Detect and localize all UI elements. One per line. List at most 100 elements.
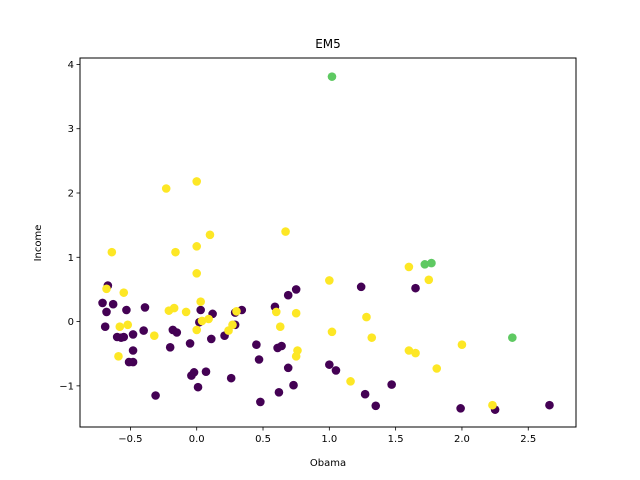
scatter-point-cluster_2 — [171, 247, 180, 257]
scatter-point-cluster_0 — [387, 380, 396, 389]
scatter-point-cluster_0 — [165, 342, 175, 352]
scatter-point-cluster_0 — [283, 290, 293, 300]
scatter-point-cluster_2 — [123, 320, 133, 330]
scatter-point-cluster_2 — [367, 333, 377, 342]
scatter-point-cluster_2 — [119, 288, 129, 297]
scatter-point-cluster_0 — [193, 382, 203, 392]
scatter-point-cluster_0 — [98, 298, 107, 308]
scatter-point-cluster_0 — [151, 391, 160, 400]
scatter-point-cluster_0 — [139, 326, 148, 335]
scatter-point-cluster_0 — [456, 404, 465, 413]
plot-frame — [79, 57, 577, 428]
x-tick-label: 1.5 — [388, 434, 404, 445]
scatter-point-cluster_0 — [100, 322, 110, 332]
scatter-point-cluster_0 — [411, 283, 420, 293]
scatter-point-cluster_0 — [128, 346, 138, 355]
scatter-point-cluster_2 — [404, 262, 414, 272]
y-tick-label: 1 — [68, 253, 74, 264]
scatter-point-cluster_2 — [149, 331, 159, 341]
scatter-point-cluster_0 — [185, 339, 195, 348]
scatter-point-cluster_2 — [362, 312, 371, 322]
scatter-point-cluster_2 — [291, 351, 301, 361]
scatter-point-cluster_2 — [205, 230, 215, 240]
scatter-point-cluster_0 — [128, 357, 138, 367]
y-tick-label: 3 — [68, 124, 74, 135]
scatter-point-cluster_1 — [508, 333, 517, 342]
scatter-point-cluster_2 — [107, 247, 117, 257]
scatter-point-cluster_2 — [192, 242, 202, 251]
scatter-point-cluster_0 — [274, 387, 284, 397]
scatter-point-cluster_2 — [196, 297, 205, 306]
y-axis-label: Income — [33, 225, 44, 262]
scatter-point-cluster_0 — [356, 282, 366, 292]
scatter-point-cluster_2 — [232, 306, 241, 316]
x-tick-label: 0.0 — [189, 434, 205, 445]
scatter-point-cluster_2 — [115, 322, 125, 332]
scatter-point-cluster_0 — [283, 363, 293, 373]
scatter-point-cluster_2 — [192, 177, 202, 186]
scatter-point-cluster_0 — [128, 330, 138, 339]
scatter-point-cluster_0 — [252, 340, 261, 350]
scatter-point-cluster_2 — [102, 284, 111, 294]
scatter-point-cluster_2 — [204, 314, 213, 324]
x-tick-label: 2.0 — [454, 434, 470, 445]
scatter-point-cluster_2 — [271, 307, 281, 317]
y-tick-label: 4 — [68, 60, 74, 71]
scatter-point-cluster_0 — [119, 332, 129, 342]
points-layer — [98, 72, 554, 414]
scatter-point-cluster_2 — [424, 275, 434, 285]
x-axis-label: Obama — [310, 458, 346, 469]
scatter-point-cluster_2 — [346, 377, 355, 386]
scatter-point-cluster_0 — [108, 299, 118, 309]
scatter-point-cluster_1 — [420, 260, 430, 269]
scatter-point-cluster_0 — [371, 401, 381, 411]
x-tick-label: −0.5 — [118, 434, 142, 445]
scatter-point-cluster_2 — [327, 327, 337, 337]
scatter-point-cluster_0 — [254, 355, 264, 364]
scatter-point-cluster_0 — [256, 397, 265, 407]
y-tick-label: 0 — [68, 317, 74, 328]
scatter-point-cluster_2 — [281, 227, 290, 236]
scatter-point-cluster_2 — [114, 351, 123, 361]
scatter-point-cluster_0 — [122, 305, 131, 315]
scatter-point-cluster_2 — [197, 316, 207, 326]
scatter-point-cluster_1 — [427, 258, 436, 268]
y-axis: −1 0 1 2 3 4 — [59, 60, 80, 392]
scatter-point-cluster_2 — [275, 322, 285, 332]
scatter-point-cluster_0 — [289, 380, 298, 390]
scatter-point-cluster_2 — [192, 325, 202, 335]
scatter-point-cluster_0 — [360, 389, 370, 399]
chart-title: EM5 — [315, 37, 341, 51]
scatter-point-cluster_0 — [102, 307, 111, 317]
scatter-point-cluster_0 — [140, 303, 150, 312]
scatter-point-cluster_1 — [327, 72, 337, 81]
scatter-point-cluster_2 — [161, 184, 171, 193]
scatter-point-cluster_0 — [201, 367, 211, 377]
scatter-point-cluster_0 — [325, 360, 334, 369]
scatter-point-cluster_0 — [206, 334, 216, 344]
scatter-point-cluster_0 — [172, 328, 182, 337]
x-tick-label: 0.5 — [255, 434, 271, 445]
scatter-point-cluster_2 — [404, 346, 414, 355]
x-axis: −0.5 0.0 0.5 1.0 1.5 2.0 2.5 — [118, 427, 536, 445]
scatter-point-cluster_0 — [226, 373, 236, 383]
scatter-point-cluster_2 — [325, 276, 334, 285]
scatter-point-cluster_2 — [432, 364, 442, 373]
y-tick-label: 2 — [68, 189, 74, 200]
scatter-point-cluster_0 — [277, 341, 286, 351]
y-tick-label: −1 — [59, 381, 74, 392]
scatter-point-cluster_2 — [488, 400, 497, 410]
scatter-point-cluster_0 — [196, 305, 205, 315]
scatter-point-cluster_2 — [192, 269, 202, 278]
scatter-point-cluster_2 — [169, 303, 179, 313]
x-tick-label: 1.0 — [321, 434, 337, 445]
scatter-point-cluster_2 — [291, 308, 301, 318]
scatter-point-cluster_2 — [411, 348, 420, 358]
scatter-point-cluster_2 — [457, 340, 467, 350]
scatter-point-cluster_0 — [189, 368, 199, 377]
scatter-point-cluster_0 — [112, 332, 122, 342]
x-tick-label: 2.5 — [520, 434, 536, 445]
scatter-point-cluster_0 — [331, 366, 341, 375]
scatter-point-cluster_0 — [291, 285, 301, 294]
